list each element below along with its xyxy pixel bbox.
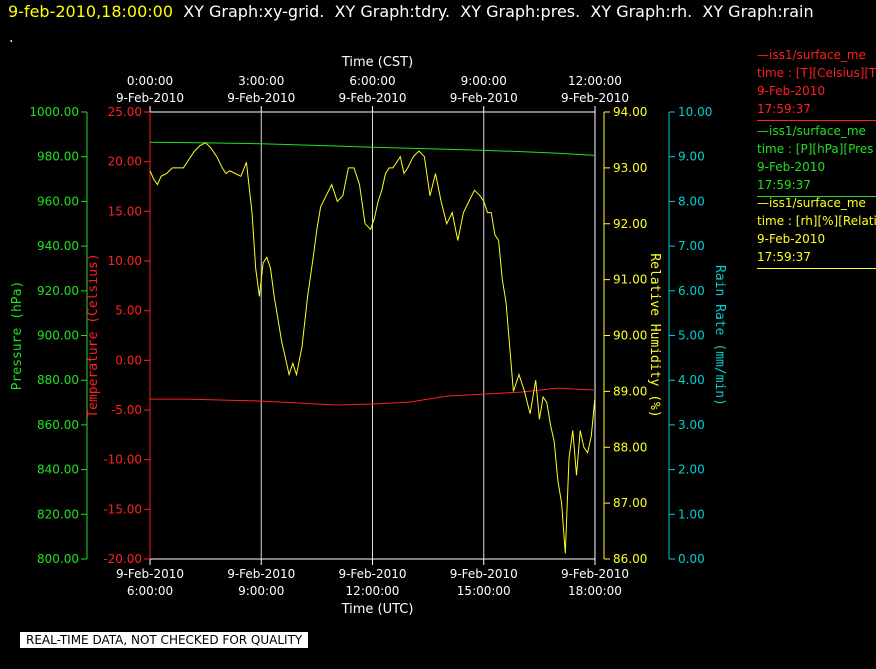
graph-title-rain: XY Graph:rain (702, 2, 814, 21)
x-axis-label-cst: Time (CST) (341, 55, 413, 70)
x-tick-label-time: 15:00:00 (457, 584, 511, 598)
rain-tick-label: 10.00 (678, 105, 712, 119)
x-tick-label-date: 9-Feb-2010 (116, 567, 184, 581)
x-top-tick-label-date: 9-Feb-2010 (450, 91, 518, 105)
x-top-tick-label-date: 9-Feb-2010 (561, 91, 629, 105)
rain-tick-label: 1.00 (678, 507, 705, 521)
temperature-tick-label: -20.00 (103, 552, 142, 566)
legend-separator (757, 268, 876, 269)
graph-title-rh: XY Graph:rh. (590, 2, 693, 21)
rain-tick-label: 2.00 (678, 463, 705, 477)
legend-time: 17:59:37 (757, 102, 811, 116)
pressure-tick-label: 800.00 (37, 552, 79, 566)
legend-temperature[interactable]: —iss1/surface_me time : [T][Celsius][T 9… (757, 46, 876, 121)
humidity-tick-label: 90.00 (613, 329, 647, 343)
quality-warning: REAL-TIME DATA, NOT CHECKED FOR QUALITY (20, 632, 309, 648)
humidity-tick-label: 94.00 (613, 105, 647, 119)
legend-title: —iss1/surface_me (757, 124, 866, 138)
legend-time: 17:59:37 (757, 250, 811, 264)
graph-title-tdry: XY Graph:tdry. (334, 2, 451, 21)
timestamp: 9-feb-2010,18:00:00 (8, 2, 174, 21)
x-top-tick-label-date: 9-Feb-2010 (116, 91, 184, 105)
legend-date: 9-Feb-2010 (757, 160, 826, 174)
x-top-tick-label-date: 9-Feb-2010 (227, 91, 295, 105)
x-tick-label-date: 9-Feb-2010 (338, 567, 406, 581)
pressure-tick-label: 820.00 (37, 507, 79, 521)
legend-time: 17:59:37 (757, 178, 811, 192)
rain-tick-label: 3.00 (678, 418, 705, 432)
rain-tick-label: 9.00 (678, 150, 705, 164)
legend-humidity[interactable]: —iss1/surface_me time : [rh][%][Relati 9… (757, 194, 876, 269)
legend-variable: time : [P][hPa][Pres (757, 142, 874, 156)
x-tick-label-date: 9-Feb-2010 (561, 567, 629, 581)
humidity-tick-label: 89.00 (613, 384, 647, 398)
x-top-tick-label-time: 0:00:00 (127, 74, 173, 88)
humidity-tick-label: 88.00 (613, 440, 647, 454)
pressure-tick-label: 980.00 (37, 150, 79, 164)
pressure-tick-label: 920.00 (37, 284, 79, 298)
temperature-tick-label: 10.00 (108, 254, 142, 268)
x-top-tick-label-date: 9-Feb-2010 (338, 91, 406, 105)
legend-title: —iss1/surface_me (757, 48, 866, 62)
rain-tick-label: 4.00 (678, 373, 705, 387)
graph-title-pres: XY Graph:pres. (460, 2, 581, 21)
header: 9-feb-2010,18:00:00 XY Graph:xy-grid. XY… (8, 2, 814, 21)
rain-tick-label: 8.00 (678, 194, 705, 208)
pressure-tick-label: 860.00 (37, 418, 79, 432)
pressure-tick-label: 880.00 (37, 373, 79, 387)
x-tick-label-time: 6:00:00 (127, 584, 173, 598)
legend-variable: time : [T][Celsius][T (757, 66, 876, 80)
pressure-series-line (149, 141, 596, 156)
rain-axis-label: Rain Rate (mm/min) (712, 265, 727, 406)
x-tick-label-time: 18:00:00 (568, 584, 622, 598)
legend-separator (757, 120, 876, 121)
humidity-tick-label: 92.00 (613, 217, 647, 231)
temperature-series-line (150, 387, 596, 406)
legend-title: —iss1/surface_me (757, 196, 866, 210)
pressure-tick-label: 900.00 (37, 329, 79, 343)
temperature-tick-label: 15.00 (108, 204, 142, 218)
humidity-tick-label: 86.00 (613, 552, 647, 566)
rain-tick-label: 7.00 (678, 239, 705, 253)
x-tick-label-date: 9-Feb-2010 (450, 567, 518, 581)
graph-title-grid: XY Graph:xy-grid. (183, 2, 325, 21)
humidity-tick-label: 93.00 (613, 161, 647, 175)
temperature-tick-label: 25.00 (108, 105, 142, 119)
legend-separator (757, 196, 876, 197)
temperature-tick-label: 0.00 (115, 353, 142, 367)
humidity-tick-label: 87.00 (613, 496, 647, 510)
pressure-tick-label: 1000.00 (29, 105, 79, 119)
x-tick-label-date: 9-Feb-2010 (227, 567, 295, 581)
x-tick-label-time: 9:00:00 (238, 584, 284, 598)
legend-date: 9-Feb-2010 (757, 84, 826, 98)
temperature-tick-label: 20.00 (108, 155, 142, 169)
legend-variable: time : [rh][%][Relati (757, 214, 876, 228)
temperature-tick-label: 5.00 (115, 304, 142, 318)
rain-tick-label: 6.00 (678, 284, 705, 298)
humidity-series-line (149, 142, 596, 554)
temperature-tick-label: -15.00 (103, 502, 142, 516)
x-top-tick-label-time: 9:00:00 (461, 74, 507, 88)
pressure-tick-label: 840.00 (37, 463, 79, 477)
x-axis-label-utc: Time (UTC) (341, 602, 414, 617)
header-dot: . (9, 30, 14, 46)
pressure-tick-label: 960.00 (37, 194, 79, 208)
rain-tick-label: 5.00 (678, 329, 705, 343)
humidity-tick-label: 91.00 (613, 273, 647, 287)
humidity-axis-label: Relative Humidity (%) (647, 253, 662, 417)
legend-pressure[interactable]: —iss1/surface_me time : [P][hPa][Pres 9-… (757, 122, 876, 197)
temperature-tick-label: -10.00 (103, 453, 142, 467)
x-top-tick-label-time: 6:00:00 (349, 74, 395, 88)
rain-tick-label: 0.00 (678, 552, 705, 566)
legend-date: 9-Feb-2010 (757, 232, 826, 246)
x-tick-label-time: 12:00:00 (346, 584, 400, 598)
temperature-axis-label: Temperature (Celsius) (86, 253, 101, 417)
temperature-tick-label: -5.00 (111, 403, 142, 417)
pressure-axis-label: Pressure (hPa) (10, 281, 25, 391)
x-top-tick-label-time: 12:00:00 (568, 74, 622, 88)
x-top-tick-label-time: 3:00:00 (238, 74, 284, 88)
pressure-tick-label: 940.00 (37, 239, 79, 253)
